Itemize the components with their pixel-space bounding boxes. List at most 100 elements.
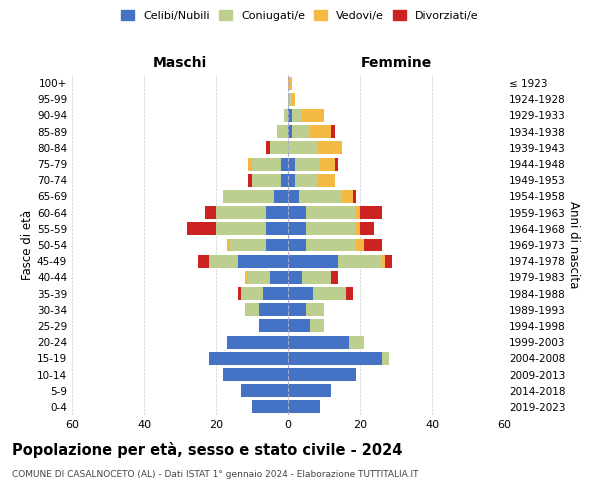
Bar	[288, 76, 292, 90]
Bar	[252, 158, 281, 170]
Bar	[342, 190, 353, 203]
Bar	[288, 287, 313, 300]
Bar	[281, 174, 288, 186]
Bar	[306, 206, 356, 219]
Bar	[281, 158, 288, 170]
Bar	[353, 190, 356, 203]
Bar	[277, 125, 288, 138]
Y-axis label: Fasce di età: Fasce di età	[21, 210, 34, 280]
Bar	[288, 336, 349, 348]
Bar	[288, 174, 295, 186]
Y-axis label: Anni di nascita: Anni di nascita	[566, 202, 580, 288]
Bar	[252, 400, 288, 413]
Bar	[274, 190, 288, 203]
Bar	[360, 206, 382, 219]
Bar	[284, 109, 288, 122]
Bar	[313, 287, 346, 300]
Bar	[187, 222, 216, 235]
Bar	[310, 320, 324, 332]
Bar	[248, 158, 252, 170]
Bar	[266, 238, 288, 252]
Bar	[310, 125, 331, 138]
Bar	[356, 222, 360, 235]
Bar	[295, 174, 317, 186]
Bar	[248, 174, 252, 186]
Text: Popolazione per età, sesso e stato civile - 2024: Popolazione per età, sesso e stato civil…	[12, 442, 403, 458]
Bar	[364, 238, 382, 252]
Text: Femmine: Femmine	[361, 56, 431, 70]
Bar	[223, 190, 274, 203]
Bar	[270, 271, 288, 284]
Bar	[288, 400, 320, 413]
Bar	[338, 254, 382, 268]
Bar	[382, 254, 385, 268]
Bar	[356, 206, 360, 219]
Bar	[227, 238, 230, 252]
Bar	[259, 304, 288, 316]
Bar	[288, 304, 306, 316]
Bar	[241, 287, 263, 300]
Bar	[259, 320, 288, 332]
Bar	[216, 206, 266, 219]
Text: Maschi: Maschi	[153, 56, 207, 70]
Bar	[227, 336, 288, 348]
Bar	[288, 142, 317, 154]
Bar	[349, 336, 364, 348]
Bar	[209, 254, 238, 268]
Bar	[248, 271, 270, 284]
Bar	[288, 352, 382, 365]
Bar	[317, 142, 342, 154]
Legend: Celibi/Nubili, Coniugati/e, Vedovi/e, Divorziati/e: Celibi/Nubili, Coniugati/e, Vedovi/e, Di…	[117, 6, 483, 25]
Bar	[288, 254, 338, 268]
Bar	[292, 125, 310, 138]
Bar	[270, 142, 288, 154]
Bar	[331, 125, 335, 138]
Bar	[302, 109, 324, 122]
Bar	[360, 222, 374, 235]
Bar	[292, 109, 302, 122]
Bar	[288, 368, 356, 381]
Bar	[198, 254, 209, 268]
Bar	[288, 222, 306, 235]
Bar	[288, 125, 292, 138]
Bar	[288, 238, 306, 252]
Bar	[356, 238, 364, 252]
Bar	[238, 287, 241, 300]
Bar	[320, 158, 335, 170]
Bar	[266, 142, 270, 154]
Bar	[266, 222, 288, 235]
Bar	[288, 384, 331, 397]
Bar	[346, 287, 353, 300]
Bar	[299, 190, 342, 203]
Bar	[230, 238, 266, 252]
Bar	[216, 222, 266, 235]
Bar	[317, 174, 335, 186]
Bar	[252, 174, 281, 186]
Bar	[223, 368, 288, 381]
Bar	[382, 352, 389, 365]
Bar	[306, 304, 324, 316]
Bar	[241, 384, 288, 397]
Bar	[205, 206, 216, 219]
Bar	[288, 206, 306, 219]
Bar	[245, 304, 259, 316]
Bar	[288, 320, 310, 332]
Bar	[306, 222, 356, 235]
Bar	[266, 206, 288, 219]
Bar	[245, 271, 248, 284]
Bar	[209, 352, 288, 365]
Bar	[331, 271, 338, 284]
Bar	[288, 109, 292, 122]
Bar	[335, 158, 338, 170]
Bar	[292, 93, 295, 106]
Bar	[306, 238, 356, 252]
Bar	[263, 287, 288, 300]
Bar	[385, 254, 392, 268]
Bar	[288, 93, 292, 106]
Bar	[302, 271, 331, 284]
Bar	[238, 254, 288, 268]
Bar	[288, 158, 295, 170]
Text: COMUNE DI CASALNOCETO (AL) - Dati ISTAT 1° gennaio 2024 - Elaborazione TUTTITALI: COMUNE DI CASALNOCETO (AL) - Dati ISTAT …	[12, 470, 419, 479]
Bar	[295, 158, 320, 170]
Bar	[288, 271, 302, 284]
